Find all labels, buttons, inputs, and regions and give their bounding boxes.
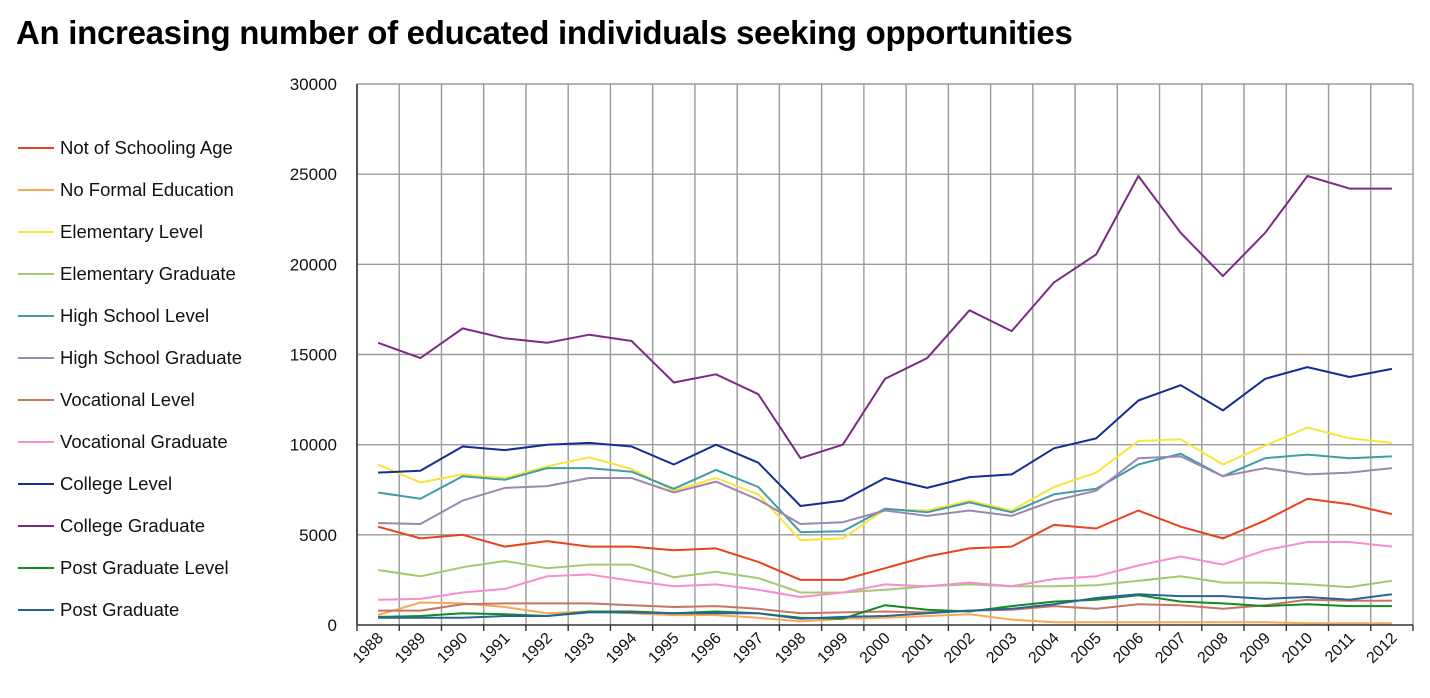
legend-label: Elementary Graduate — [60, 263, 236, 284]
x-tick-label: 1998 — [772, 630, 809, 667]
legend-swatch — [18, 525, 54, 527]
y-tick-label: 0 — [328, 616, 337, 635]
series-line-no-formal-education — [377, 601, 1392, 625]
legend-label: High School Level — [60, 305, 210, 326]
x-tick-label: 2003 — [983, 630, 1020, 667]
legend-swatch — [18, 231, 54, 233]
x-tick-label: 2005 — [1068, 630, 1105, 667]
legend-swatch — [18, 189, 54, 191]
x-tick-label: 2004 — [1026, 630, 1063, 667]
x-tick-label: 2012 — [1364, 630, 1401, 667]
y-tick-label: 30000 — [290, 75, 337, 94]
y-axis-ticks: 0 5000 10000 15000 20000 25000 30000 — [290, 75, 337, 635]
x-tick-label: 1989 — [392, 630, 429, 667]
legend-label: No Formal Education — [60, 179, 234, 200]
x-tick-label: 2011 — [1322, 630, 1358, 666]
x-tick-label: 1988 — [350, 630, 387, 667]
x-tick-label: 2000 — [857, 630, 894, 667]
series-line-college-level — [378, 366, 1393, 507]
x-tick-label: 1996 — [688, 630, 725, 667]
legend-swatch — [18, 357, 54, 359]
x-tick-label: 2008 — [1195, 630, 1232, 667]
legend-item: No Formal Education — [18, 176, 234, 204]
series-line-high-school-level — [377, 452, 1392, 534]
legend-label: Not of Schooling Age — [60, 137, 233, 158]
legend-swatch — [18, 147, 54, 149]
legend-item: Elementary Level — [18, 218, 203, 246]
legend-item: College Level — [18, 470, 172, 498]
legend-swatch — [18, 483, 54, 485]
axes — [356, 84, 1414, 631]
x-tick-label: 2002 — [941, 630, 978, 667]
legend-item: Vocational Level — [18, 386, 195, 414]
legend-swatch — [18, 441, 54, 443]
y-tick-label: 20000 — [290, 255, 337, 274]
x-tick-label: 1995 — [645, 630, 682, 667]
series-line-not-of-schooling-age — [377, 497, 1393, 581]
y-tick-label: 25000 — [290, 165, 337, 184]
legend-item: Post Graduate — [18, 596, 179, 624]
legend-label: Vocational Level — [60, 389, 195, 410]
legend-label: Elementary Level — [60, 221, 203, 242]
x-tick-label: 2010 — [1279, 630, 1316, 667]
x-tick-label: 2007 — [1152, 630, 1189, 667]
y-tick-label: 15000 — [290, 346, 337, 365]
legend-item: High School Level — [18, 302, 209, 330]
legend-item: Vocational Graduate — [18, 428, 228, 456]
x-tick-label: 2001 — [899, 630, 936, 667]
legend-swatch — [18, 399, 54, 401]
series-line-vocational-graduate — [378, 541, 1393, 601]
legend-item: Not of Schooling Age — [18, 134, 233, 162]
x-axis-ticks: 1988 1989 1990 1991 1992 1993 1994 1995 1996 1997… — [350, 630, 1401, 667]
legend-label: College Level — [60, 473, 173, 494]
series-line-post-graduate — [378, 593, 1393, 620]
x-tick-label: 2009 — [1237, 630, 1274, 667]
series-lines — [377, 175, 1393, 625]
legend-item: College Graduate — [18, 512, 205, 540]
legend-label: Post Graduate — [60, 599, 180, 620]
x-tick-label: 1997 — [730, 630, 767, 667]
series-line-vocational-level — [378, 598, 1392, 615]
x-tick-label: 1993 — [561, 630, 598, 667]
legend-label: High School Graduate — [60, 347, 243, 368]
y-tick-label: 10000 — [290, 436, 337, 455]
grid-lines — [356, 83, 1414, 625]
x-tick-label: 1991 — [476, 630, 513, 667]
legend-item: Elementary Graduate — [18, 260, 236, 288]
series-line-elementary-graduate — [377, 560, 1393, 594]
x-tick-label: 1990 — [434, 630, 471, 667]
legend-swatch — [18, 315, 54, 317]
y-tick-label: 5000 — [299, 526, 337, 545]
legend-swatch — [18, 273, 54, 275]
x-tick-label: 1992 — [519, 630, 556, 667]
x-tick-label: 1999 — [814, 630, 851, 667]
series-line-college-graduate — [377, 175, 1392, 460]
series-line-high-school-graduate — [378, 455, 1393, 525]
x-tick-label: 2006 — [1110, 630, 1147, 667]
legend-label: Post Graduate Level — [60, 557, 229, 578]
legend-swatch — [18, 567, 54, 569]
legend-item: High School Graduate — [18, 344, 242, 372]
x-tick-label: 1994 — [603, 630, 640, 667]
legend-swatch — [18, 609, 54, 611]
legend-item: Post Graduate Level — [18, 554, 229, 582]
legend-label: Vocational Graduate — [60, 431, 228, 452]
legend-label: College Graduate — [60, 515, 206, 536]
chart-title: An increasing number of educated individ… — [16, 14, 1073, 51]
